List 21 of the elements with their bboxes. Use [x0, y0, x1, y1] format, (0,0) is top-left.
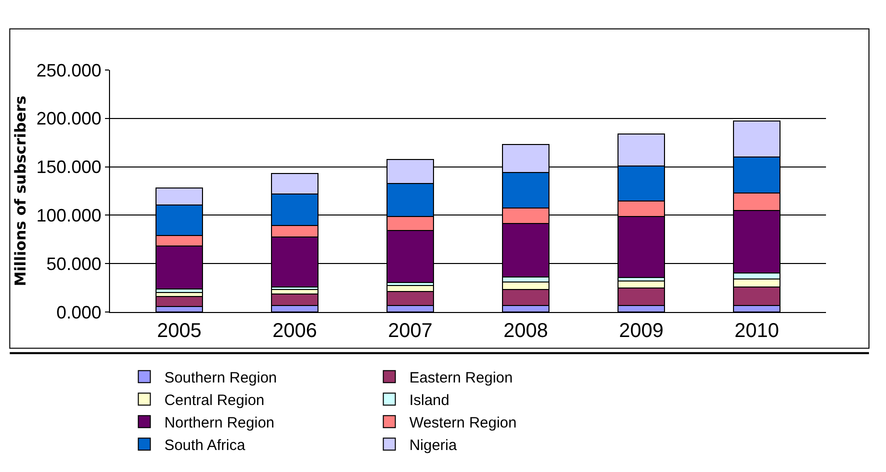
legend-label: Northern Region — [164, 414, 274, 432]
legend-label: Southern Region — [164, 370, 277, 386]
x-tick-label: 2008 — [503, 320, 548, 342]
x-tick-label: 2009 — [618, 320, 664, 342]
legend-label: Eastern Region — [409, 370, 513, 386]
y-tick-label: 250.000 — [36, 60, 102, 80]
y-tick-label: 200.000 — [36, 108, 102, 129]
y-tick-label: 150.000 — [36, 157, 102, 178]
x-tick-label: 2005 — [157, 320, 202, 342]
legend-label: Nigeria — [409, 437, 458, 454]
legend-label: Western Region — [409, 414, 517, 432]
y-tick-label: 50.000 — [46, 254, 102, 274]
y-axis-title: Millions of subscribers — [12, 96, 30, 286]
legend-label: Central Region — [164, 392, 264, 409]
y-tick-label: 0.000 — [56, 302, 102, 322]
legend-label: Island — [409, 392, 450, 409]
x-tick-label: 2007 — [388, 320, 433, 342]
y-tick-label: 100.000 — [36, 206, 102, 226]
legend-label: South Africa — [164, 437, 246, 454]
x-tick-label: 2010 — [734, 320, 779, 342]
x-tick-label: 2006 — [272, 320, 318, 342]
